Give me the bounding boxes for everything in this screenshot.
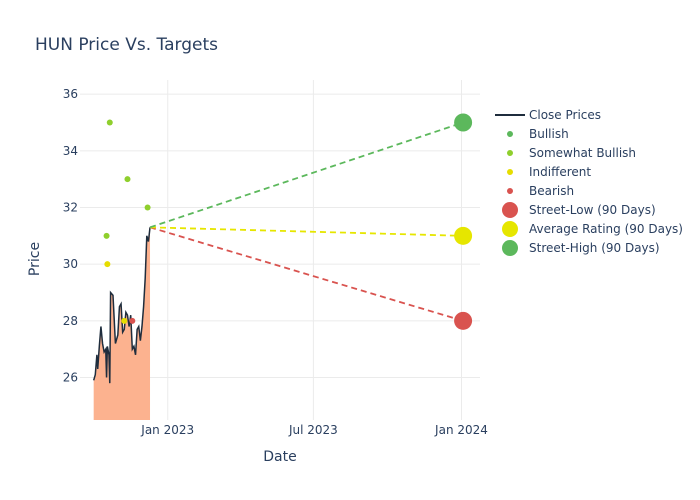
- legend-marker-symbol: [502, 202, 518, 218]
- y-tick-label: 30: [63, 257, 78, 271]
- legend-item-label: Bearish: [529, 184, 574, 198]
- y-tick-label: 34: [63, 144, 78, 158]
- rating-point: [121, 317, 128, 324]
- legend-dot-symbol: [507, 188, 513, 194]
- legend-item-label: Somewhat Bullish: [529, 146, 636, 160]
- target-projection-line-0: [149, 226, 464, 322]
- x-tick-label: Jan 2023: [140, 423, 194, 437]
- y-tick-label: 32: [63, 201, 78, 215]
- legend-marker-symbol: [502, 240, 518, 256]
- target-projection-line-2: [149, 121, 464, 229]
- plot-area: [92, 113, 473, 420]
- legend-dot-symbol: [507, 150, 513, 156]
- rating-point: [104, 261, 111, 268]
- y-tick-label: 28: [63, 314, 78, 328]
- legend-item-label: Street-Low (90 Days): [529, 203, 656, 217]
- y-tick-label: 36: [63, 87, 78, 101]
- legend[interactable]: Close Prices Bullish Somewhat Bullish Indif…: [495, 108, 683, 256]
- rating-point: [129, 317, 136, 324]
- close-price-line: [92, 227, 151, 384]
- target-marker-2: [454, 113, 473, 132]
- target-marker-0: [454, 311, 473, 330]
- rating-point: [106, 119, 113, 126]
- rating-point: [124, 176, 131, 183]
- legend-dot-symbol: [507, 169, 513, 175]
- x-tick-label: Jan 2024: [434, 423, 488, 437]
- target-projection-line-1: [149, 226, 464, 237]
- y-axis-label: Price: [27, 242, 43, 276]
- legend-marker-symbol: [502, 221, 518, 237]
- target-marker-1: [454, 226, 473, 245]
- legend-item-label: Average Rating (90 Days): [529, 222, 683, 236]
- legend-dot-symbol: [507, 131, 513, 137]
- rating-point: [144, 204, 151, 211]
- legend-item-label: Street-High (90 Days): [529, 241, 660, 255]
- x-axis-label: Date: [263, 449, 296, 465]
- axis-ticks: 26 28 30 32 34 36 Jan 2023 Jul 2023 Jan 2024: [63, 87, 488, 437]
- chart-title: HUN Price Vs. Targets: [35, 35, 218, 55]
- x-tick-label: Jul 2023: [288, 423, 338, 437]
- legend-item-label: Indifferent: [529, 165, 591, 179]
- legend-item-label: Bullish: [529, 127, 569, 141]
- y-tick-label: 26: [63, 371, 78, 385]
- rating-point: [103, 232, 110, 239]
- legend-item-label: Close Prices: [529, 108, 601, 122]
